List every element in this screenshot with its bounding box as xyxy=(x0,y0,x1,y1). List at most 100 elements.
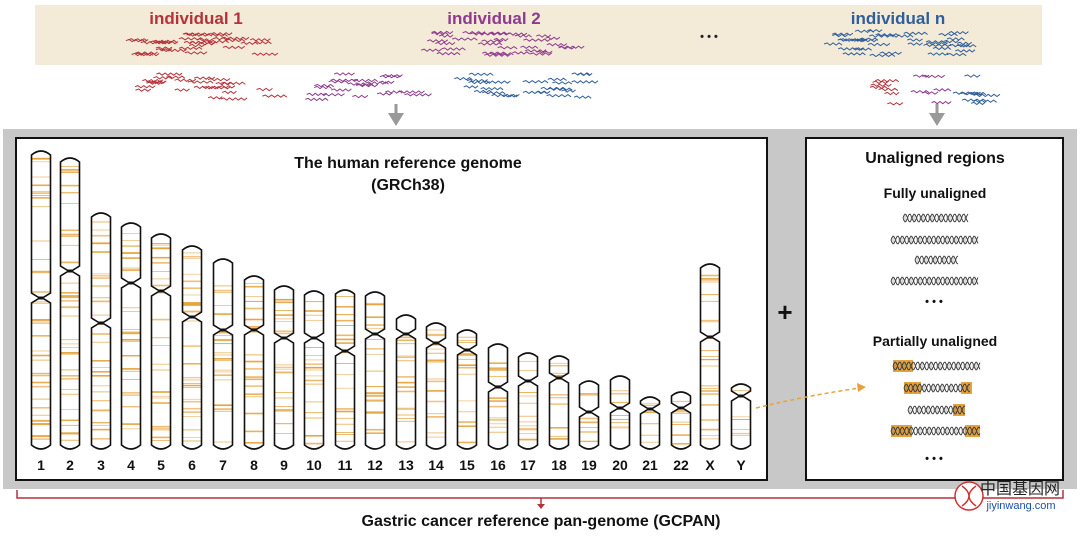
read xyxy=(328,80,349,84)
read xyxy=(142,78,164,83)
chromosome-band xyxy=(60,282,80,284)
read xyxy=(189,43,206,48)
read xyxy=(240,41,259,46)
genome-panel-subtitle: (GRCh38) xyxy=(371,177,445,194)
chromosome-band xyxy=(671,424,691,425)
chromosome-band xyxy=(457,425,477,427)
read xyxy=(932,46,952,51)
chromosome-band xyxy=(151,363,171,365)
down-arrow-right xyxy=(929,104,945,126)
chromosome-band xyxy=(244,394,264,395)
chromosome-band xyxy=(426,335,446,337)
chromosome-band xyxy=(274,397,294,399)
chromosome-band xyxy=(488,417,508,419)
chromosome-band xyxy=(579,394,599,396)
read xyxy=(514,34,532,38)
chromosome-band xyxy=(426,380,446,383)
chromosome-band xyxy=(700,356,720,357)
chromosome-band xyxy=(457,342,477,343)
chromosome-band xyxy=(182,407,202,410)
helix-fully-4 xyxy=(890,276,979,286)
chromosome-band xyxy=(579,431,599,433)
chromosome-band xyxy=(213,358,233,359)
chromosome-band xyxy=(31,381,51,384)
read xyxy=(903,31,928,36)
chromosome-band xyxy=(182,302,202,304)
read xyxy=(952,91,981,95)
chromosome-band xyxy=(488,397,508,399)
read xyxy=(314,83,334,88)
read xyxy=(207,96,223,100)
read xyxy=(174,88,190,92)
chromosome-20: 20 xyxy=(609,375,631,473)
read xyxy=(207,77,231,82)
chromosome-band xyxy=(579,421,599,424)
chromosome-band xyxy=(335,319,355,322)
chromosome-band xyxy=(213,441,233,443)
chromosome-band xyxy=(31,350,51,352)
chromosome-1: 1 xyxy=(30,150,52,473)
read xyxy=(869,53,896,58)
read xyxy=(473,89,493,94)
chromosome-band xyxy=(91,385,111,387)
chromosome-band xyxy=(91,422,111,423)
read xyxy=(184,51,208,55)
chromosome-band xyxy=(182,411,202,413)
read xyxy=(946,37,965,41)
chromosome-band xyxy=(488,370,508,371)
chromosome-band xyxy=(121,423,141,425)
chromosome-band xyxy=(91,229,111,231)
read xyxy=(385,90,403,94)
chromosome-band xyxy=(121,428,141,430)
read xyxy=(305,97,329,102)
chromosome-band xyxy=(304,359,324,361)
chromosome-band xyxy=(335,387,355,389)
chromosome-band xyxy=(457,373,477,375)
chromosome-band xyxy=(121,406,141,408)
chromosome-band xyxy=(304,367,324,369)
read xyxy=(840,38,868,42)
read xyxy=(859,37,879,41)
chromosome-band xyxy=(274,299,294,300)
chromosome-band xyxy=(244,283,264,284)
chromosome-band xyxy=(60,184,80,187)
chromosome-band xyxy=(549,362,569,364)
chromosome-5: 5 xyxy=(150,233,172,473)
chromosome-band xyxy=(518,370,538,372)
chromosome-band xyxy=(335,408,355,410)
read xyxy=(536,34,552,38)
chromosome-band xyxy=(700,350,720,352)
chromosome-band xyxy=(304,442,324,445)
chromosome-band xyxy=(335,374,355,375)
chromosome-band xyxy=(244,442,264,444)
reads-mid-individual-n xyxy=(454,72,599,99)
read xyxy=(262,94,288,98)
chromosome-band xyxy=(700,385,720,387)
chromosome-band xyxy=(121,392,141,394)
chromosome-band xyxy=(60,339,80,341)
chromosome-band xyxy=(244,285,264,288)
chromosome-band xyxy=(365,432,385,434)
chromosome-band xyxy=(610,415,630,416)
chromosome-band xyxy=(60,295,80,297)
read xyxy=(890,34,914,38)
chromosome-band xyxy=(274,366,294,368)
chromosome-band xyxy=(213,292,233,293)
chromosome-band xyxy=(91,367,111,368)
read xyxy=(497,45,518,50)
read xyxy=(925,40,949,44)
chromosome-band xyxy=(335,432,355,433)
chromosome-band xyxy=(488,426,508,428)
chromosome-band xyxy=(518,433,538,435)
chromosome-band xyxy=(213,354,233,356)
read xyxy=(212,36,230,41)
read xyxy=(153,39,178,44)
chromosome-band xyxy=(274,371,294,373)
chromosome-band xyxy=(244,307,264,310)
chromosome-label-17: 17 xyxy=(520,457,536,473)
read xyxy=(306,92,328,97)
chromosome-band xyxy=(91,438,111,440)
chromosome-band xyxy=(274,314,294,316)
chromosome-band xyxy=(182,379,202,381)
plus-sign: + xyxy=(777,297,792,327)
